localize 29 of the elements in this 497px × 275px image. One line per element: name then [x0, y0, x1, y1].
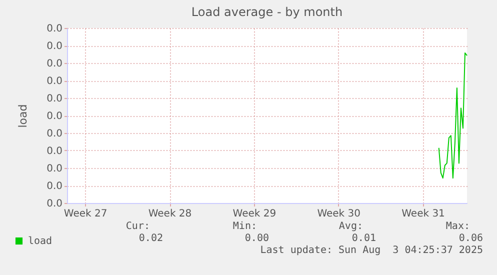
y-tick-label: 0.0	[46, 164, 62, 174]
legend-label: load	[28, 236, 52, 247]
y-tick-label: 0.0	[46, 76, 62, 87]
x-tick-label: Week 29	[232, 208, 276, 220]
text: 0.02	[138, 233, 163, 245]
text: Cur:	[126, 221, 150, 233]
text: Max:	[446, 221, 470, 233]
y-tick-label: 0.0	[46, 181, 62, 192]
y-tick-label: 0.0	[46, 41, 62, 52]
y-tick-label: 0.0	[46, 198, 62, 210]
x-tick-label: Week 27	[64, 208, 108, 220]
text: 0.01	[352, 233, 376, 245]
y-tick-label: 0.0	[46, 146, 62, 157]
chart-title: Load average - by month	[191, 5, 343, 19]
text: 0.00	[244, 233, 269, 245]
text: 0.06	[458, 233, 483, 245]
text: Last update: Sun Aug 3 04:25:37 2025	[260, 245, 483, 257]
y-axis-title: load	[16, 104, 30, 128]
y-tick-label: 0.0	[46, 24, 62, 34]
line-series	[438, 52, 468, 179]
x-tick-label: Week 30	[317, 208, 361, 220]
text: Avg:	[338, 221, 363, 233]
y-tick-label: 0.0	[46, 111, 62, 122]
y-tick-label: 0.0	[46, 58, 62, 70]
x-tick-label: Week 31	[402, 208, 445, 220]
x-tick-label: Week 28	[148, 208, 192, 220]
y-tick-label: 0.0	[46, 94, 62, 104]
y-tick-label: 0.0	[46, 128, 62, 140]
text: Min:	[232, 221, 257, 233]
